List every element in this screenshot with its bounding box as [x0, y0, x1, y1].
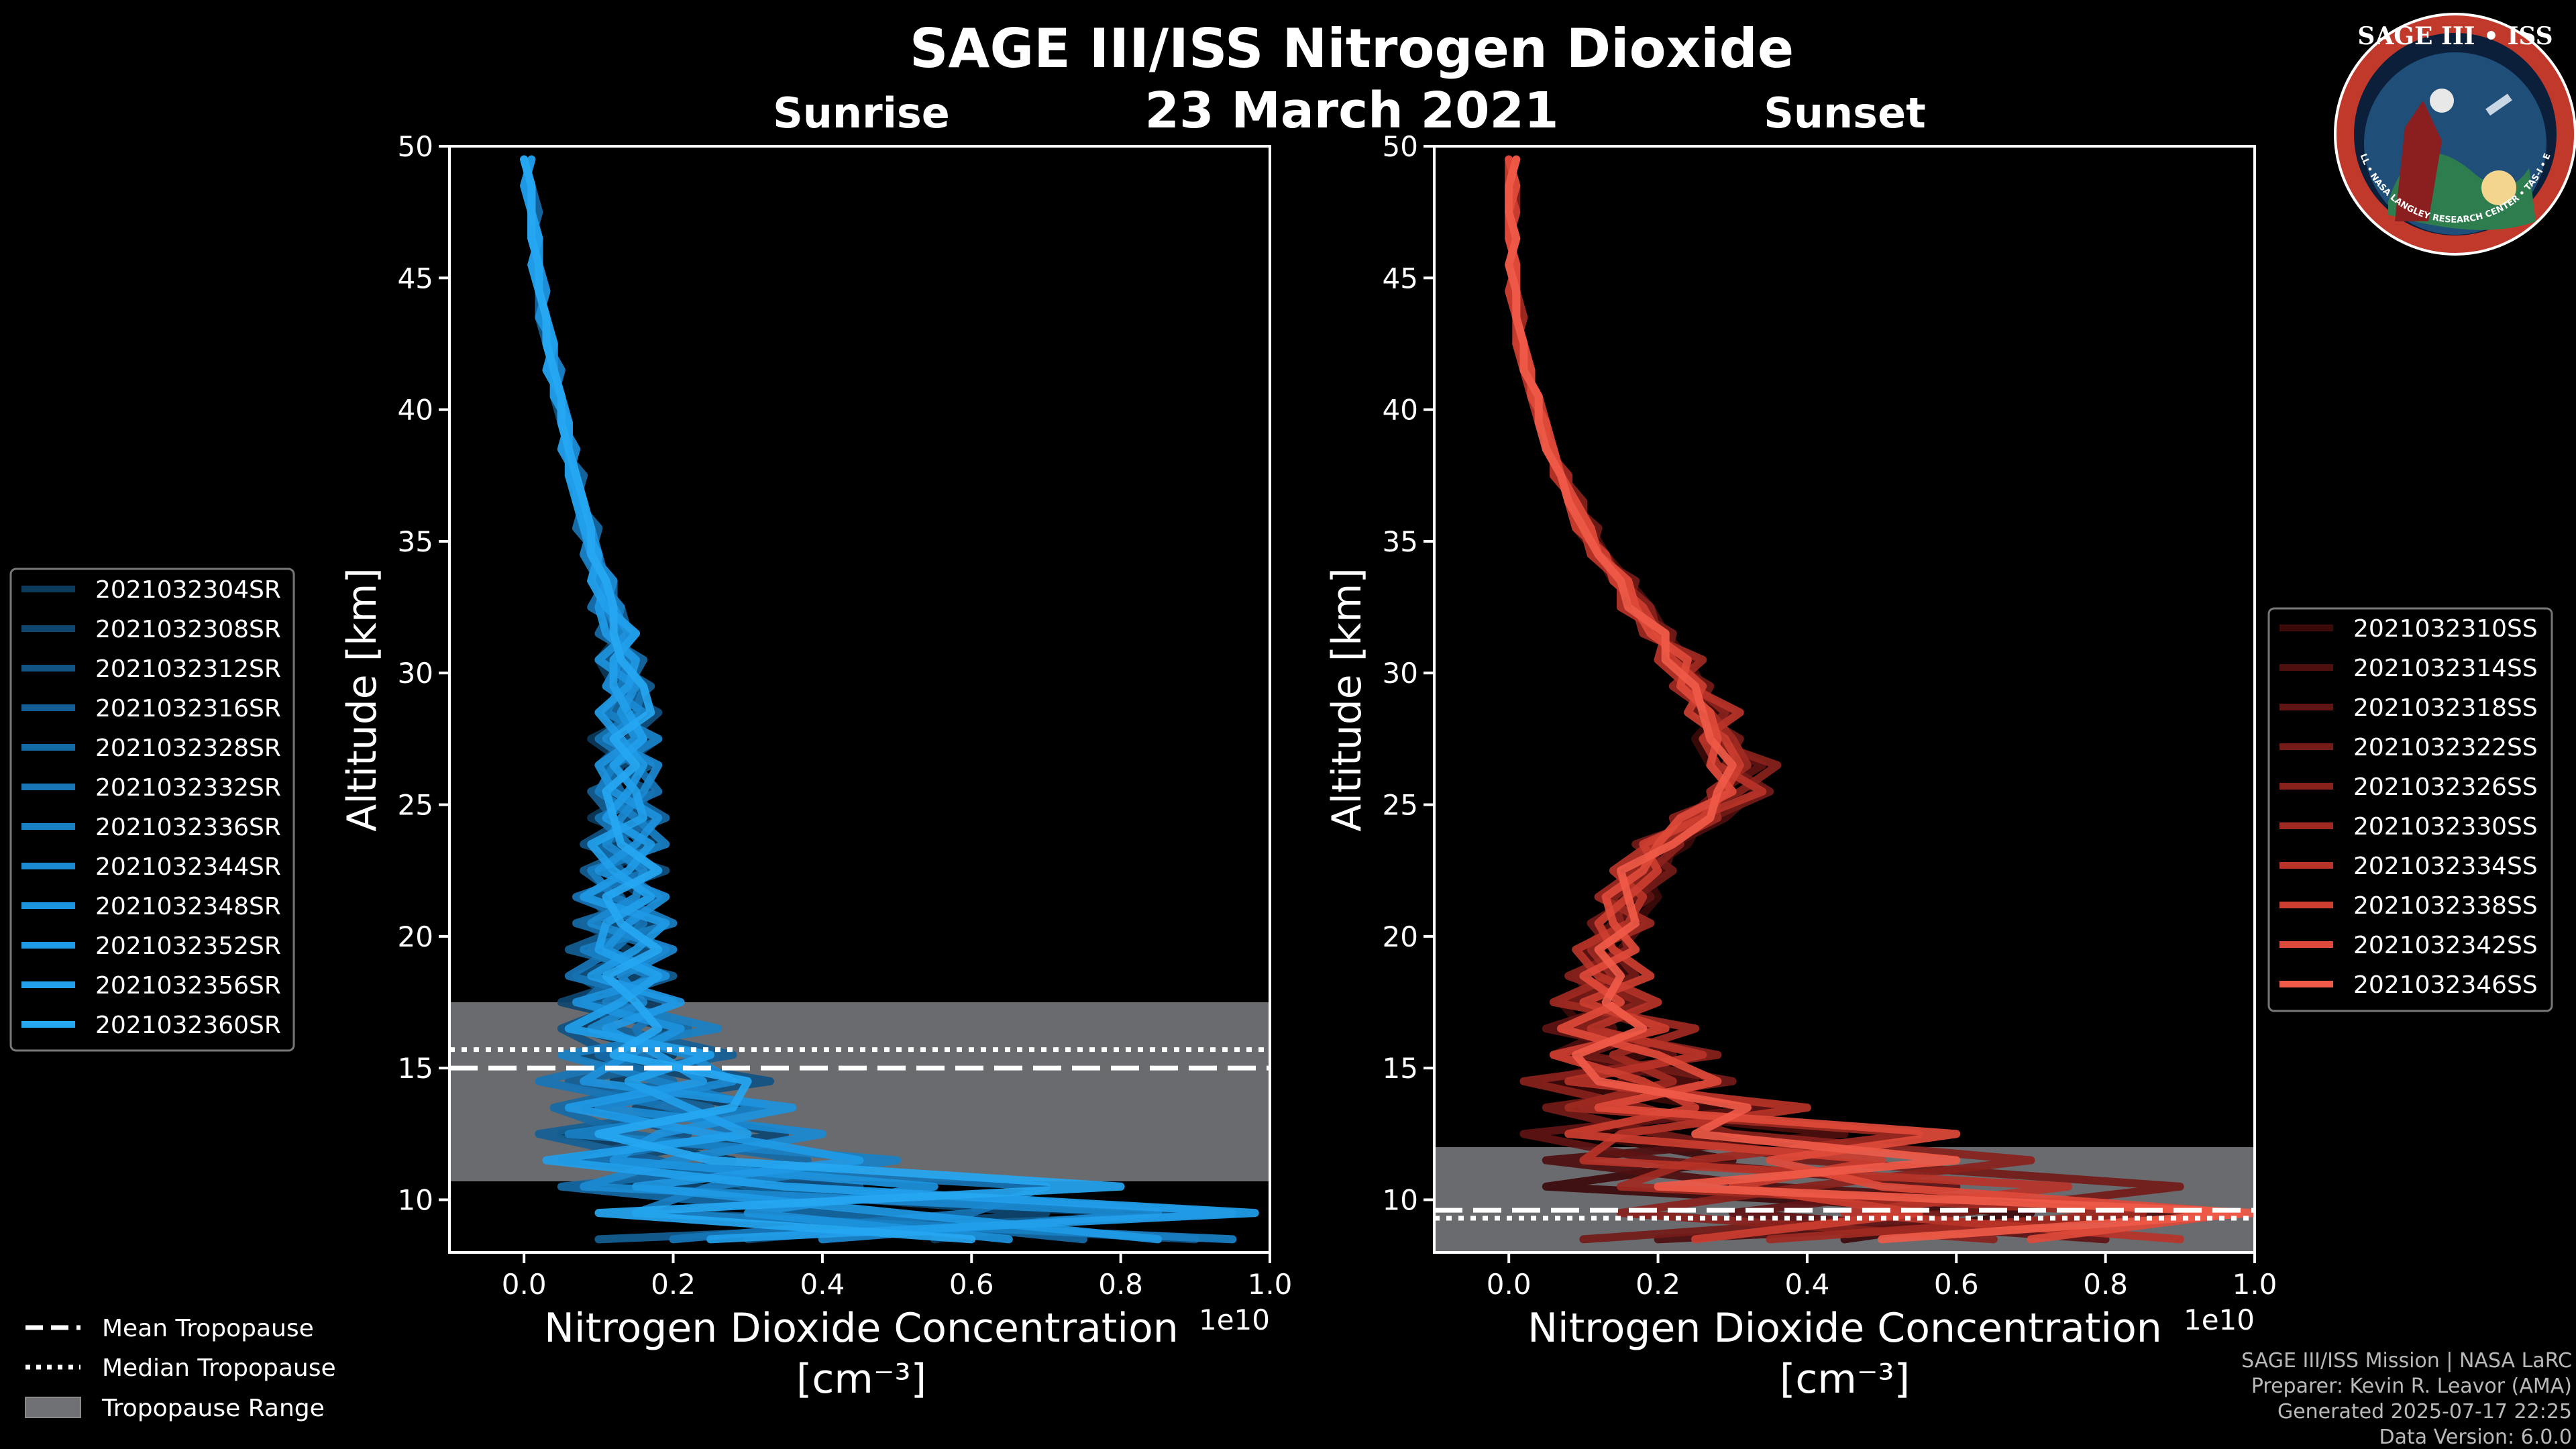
sunset-ytick-label: 25 [1383, 789, 1418, 822]
credit-line-1: SAGE III/ISS Mission | NASA LaRC [2241, 1349, 2572, 1373]
sunset-ytick-label: 50 [1383, 130, 1418, 163]
sunrise-legend-label: 2021032312SR [95, 655, 281, 683]
figure-subtitle: 23 March 2021 [1144, 82, 1558, 140]
sunset-xlabel-units: [cm⁻³] [1780, 1356, 1910, 1403]
sunrise-xtick-label: 0.4 [800, 1268, 845, 1301]
mean-tropopause-label: Mean Tropopause [102, 1315, 314, 1342]
sunrise-ytick-label: 25 [398, 789, 433, 822]
sunset-ytick-label: 10 [1383, 1183, 1418, 1216]
sunset-x-multiplier: 1e10 [2184, 1303, 2255, 1336]
sunset-axes-frame [1433, 145, 2256, 1254]
sunset-legend-label: 2021032318SS [2353, 694, 2538, 722]
sunset-legend-label: 2021032322SS [2353, 734, 2538, 761]
tropopause-range-label: Tropopause Range [101, 1395, 325, 1422]
sunrise-legend: 2021032304SR 2021032308SR 2021032312SR 2021… [9, 568, 295, 1052]
sunset-xtick-label: 0.4 [1785, 1268, 1830, 1301]
tropopause-legend: Mean Tropopause Median Tropopause Tropop… [25, 1315, 336, 1422]
sunset-legend: 2021032310SS 2021032314SS 2021032318SS 2021… [2267, 607, 2553, 1012]
sunset-legend-label: 2021032330SS [2353, 813, 2538, 841]
credit-line-3: Generated 2025-07-17 22:25 [2277, 1400, 2572, 1424]
sunrise-legend-label: 2021032332SR [95, 774, 281, 802]
sunset-legend-label: 2021032310SS [2353, 615, 2538, 643]
sunset-xtick-label: 0.0 [1487, 1268, 1532, 1301]
sunrise-legend-label: 2021032336SR [95, 814, 281, 841]
sunrise-xtick-label: 0.6 [949, 1268, 994, 1301]
sunrise-xtick-label: 0.8 [1098, 1268, 1143, 1301]
sunrise-xtick-label: 0.2 [651, 1268, 696, 1301]
sunrise-xtick-label: 0.0 [502, 1268, 547, 1301]
sunrise-x-multiplier: 1e10 [1199, 1303, 1270, 1336]
sunset-legend-label: 2021032346SS [2353, 971, 2538, 999]
sunrise-ytick-label: 20 [398, 920, 433, 953]
sunrise-panel: 0.0 0.2 0.4 0.6 0.8 1.0 10 15 20 25 30 35 40 45 50 Ni… [339, 130, 1292, 1403]
tropopause-range-swatch [25, 1397, 81, 1418]
sunrise-legend-label: 2021032356SR [95, 972, 281, 1000]
sunset-xtick-label: 1.0 [2233, 1268, 2277, 1301]
sunrise-xlabel-units: [cm⁻³] [796, 1356, 926, 1403]
sunrise-ytick-label: 45 [398, 262, 433, 294]
sunrise-ytick-label: 35 [398, 525, 433, 558]
badge-red-ring [2337, 15, 2574, 253]
badge-iss-icon [2485, 93, 2512, 116]
sunrise-panel-title: Sunrise [773, 89, 950, 138]
sunrise-legend-label: 2021032304SR [95, 576, 281, 604]
credit-line-2: Preparer: Kevin R. Leavor (AMA) [2251, 1375, 2572, 1398]
sunrise-legend-label: 2021032360SR [95, 1012, 281, 1039]
sunset-ytick-label: 35 [1383, 525, 1418, 558]
sunset-ytick-label: 40 [1383, 394, 1418, 427]
sunset-series-line-2021032346SS [1505, 155, 2255, 1244]
badge-moon-icon [2430, 89, 2454, 113]
sunrise-ytick-label: 30 [398, 657, 433, 690]
sunrise-xlabel: Nitrogen Dioxide Concentration [544, 1305, 1179, 1352]
sunset-legend-label: 2021032334SS [2353, 853, 2538, 880]
sunset-legend-label: 2021032342SS [2353, 932, 2538, 959]
sunrise-legend-frame [9, 568, 295, 1052]
sunrise-ytick-label: 15 [398, 1052, 433, 1085]
sunset-legend-label: 2021032338SS [2353, 892, 2538, 920]
sunrise-legend-label: 2021032308SR [95, 616, 281, 643]
sunrise-ylabel: Altitude [km] [339, 568, 386, 832]
sunrise-ytick-label: 10 [398, 1183, 433, 1216]
sunset-xtick-label: 0.8 [2083, 1268, 2128, 1301]
sunrise-legend-label: 2021032316SR [95, 695, 281, 722]
credits: SAGE III/ISS Mission | NASA LaRC Prepare… [2241, 1349, 2572, 1449]
sunrise-legend-label: 2021032344SR [95, 853, 281, 881]
sunrise-series-line-2021032356SR [520, 155, 1259, 1244]
sunset-xtick-label: 0.6 [1934, 1268, 1979, 1301]
sunrise-xtick-label: 1.0 [1248, 1268, 1293, 1301]
figure-title: SAGE III/ISS Nitrogen Dioxide [910, 17, 1794, 80]
sunrise-ytick-label: 40 [398, 394, 433, 427]
sunset-ylabel: Altitude [km] [1324, 568, 1371, 832]
sunset-xlabel: Nitrogen Dioxide Concentration [1527, 1305, 2162, 1352]
sunset-legend-label: 2021032314SS [2353, 655, 2538, 682]
sunrise-legend-label: 2021032328SR [95, 735, 281, 762]
sunset-ytick-label: 20 [1383, 920, 1418, 953]
sunset-ytick-label: 15 [1383, 1052, 1418, 1085]
sunrise-legend-label: 2021032348SR [95, 893, 281, 920]
badge-figure-icon [2395, 101, 2442, 221]
sunrise-axes-frame [448, 145, 1271, 1254]
credit-line-4: Data Version: 6.0.0 [2379, 1426, 2572, 1449]
sunrise-legend-label: 2021032352SR [95, 932, 281, 960]
median-tropopause-label: Median Tropopause [102, 1354, 336, 1382]
sunset-legend-frame [2267, 607, 2553, 1012]
sunrise-series-line-2021032360SR [520, 155, 1125, 1244]
sunset-panel: 0.0 0.2 0.4 0.6 0.8 1.0 10 15 20 25 30 35 40 45 50 Ni… [1324, 130, 2277, 1403]
sunset-ytick-label: 45 [1383, 262, 1418, 294]
sunset-legend-label: 2021032326SS [2353, 773, 2538, 801]
sunset-ytick-label: 30 [1383, 657, 1418, 690]
sunset-panel-title: Sunset [1764, 89, 1926, 138]
sunrise-ytick-label: 50 [398, 130, 433, 163]
badge-sun-icon [2481, 170, 2516, 205]
badge-top-text: SAGE III • ISS [2357, 22, 2553, 50]
sunset-xtick-label: 0.2 [1635, 1268, 1680, 1301]
